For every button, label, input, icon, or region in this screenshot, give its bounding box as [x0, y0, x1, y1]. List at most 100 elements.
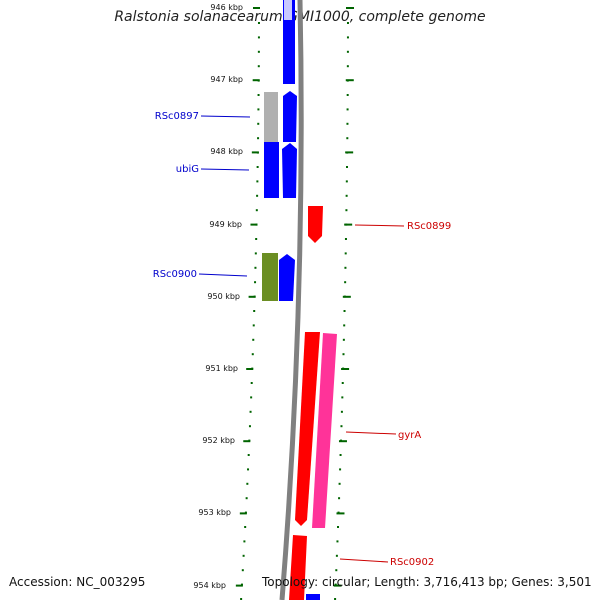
ring-dot: [346, 50, 349, 53]
major-tick: [250, 223, 258, 226]
tick-label: 952 kbp: [202, 436, 235, 445]
ring-dot: [243, 540, 246, 543]
gene-label-RSc0902[interactable]: RSc0902: [390, 557, 434, 568]
ring-dot: [346, 65, 349, 68]
major-tick: [235, 584, 243, 587]
ring-dot: [256, 194, 259, 197]
ring-dot: [344, 266, 347, 269]
gene-labels: RSc0897 ubiG RSc0899 RSc0900 gyrA RSc090…: [153, 111, 452, 568]
gene-label-ubiG[interactable]: ubiG: [176, 164, 199, 175]
ring-dot: [244, 526, 247, 528]
major-tick: [342, 295, 351, 298]
ring-dot: [337, 526, 340, 528]
feature-arrow[interactable]: [279, 254, 295, 301]
ring-dot: [257, 94, 260, 96]
leader-lines: [198, 115, 405, 563]
ring-dot: [343, 324, 346, 327]
major-tick: [341, 368, 350, 370]
major-tick: [246, 368, 254, 370]
ring-dot: [257, 65, 260, 68]
leader-line: [354, 224, 405, 227]
feature-arrow[interactable]: [312, 333, 337, 528]
major-tick: [248, 295, 256, 298]
tick-label: 946 kbp: [210, 3, 243, 12]
ring-dot: [254, 266, 257, 269]
ring-dot: [338, 497, 341, 500]
ring-dot: [334, 598, 337, 600]
feature-block[interactable]: [262, 253, 278, 301]
ring-dot: [346, 137, 349, 140]
ring-dot: [341, 382, 344, 384]
gene-label-RSc0899[interactable]: RSc0899: [407, 221, 451, 232]
gene-label-RSc0900[interactable]: RSc0900: [153, 269, 197, 280]
ring-dot: [346, 122, 349, 125]
ring-dot: [257, 108, 260, 111]
feature-block[interactable]: [264, 92, 278, 142]
ring-dot: [340, 410, 343, 413]
ring-dot: [246, 482, 249, 485]
feature-arrow[interactable]: [308, 206, 323, 243]
major-tick: [345, 151, 354, 154]
ring-dot: [343, 310, 346, 312]
ring-dot: [257, 50, 260, 53]
tick-label: 947 kbp: [210, 75, 243, 84]
ring-dot: [344, 281, 347, 284]
ring-dot: [247, 454, 250, 456]
major-tick: [336, 512, 345, 515]
feature-arrow[interactable]: [282, 143, 297, 198]
major-tick: [344, 223, 353, 226]
ring-dot: [254, 252, 257, 255]
major-tick: [252, 7, 260, 9]
accession-text: Accession: NC_003295: [9, 575, 146, 589]
ring-dot: [257, 36, 260, 39]
ring-dot: [250, 396, 253, 399]
feature-arrow[interactable]: [295, 332, 320, 526]
major-tick: [338, 440, 347, 443]
ring-dot: [249, 410, 252, 413]
ring-dot: [241, 569, 244, 572]
tick-label: 951 kbp: [205, 364, 238, 373]
ring-dot: [245, 497, 248, 500]
feature-block[interactable]: [283, 0, 295, 84]
ring-dot: [346, 22, 349, 24]
ring-dot: [240, 598, 243, 600]
tick-label: 950 kbp: [207, 292, 240, 301]
ring-dot: [255, 209, 258, 212]
features: [262, 0, 337, 600]
tick-labels: 946 kbp 947 kbp 948 kbp 949 kbp 950 kbp …: [193, 3, 243, 590]
major-tick: [252, 79, 260, 82]
ring-dot: [336, 540, 339, 543]
feature-block[interactable]: [284, 0, 292, 20]
ring-dot: [345, 209, 348, 212]
ring-dot: [346, 94, 349, 96]
ring-dot: [344, 238, 347, 240]
ring-dot: [252, 324, 255, 327]
leader-line: [198, 273, 248, 277]
ring-dot: [340, 425, 343, 428]
ring-dot: [257, 122, 260, 125]
ring-dot: [254, 281, 257, 284]
ring-dot: [247, 468, 250, 471]
ring-dot: [335, 569, 338, 572]
ring-dot: [335, 554, 338, 557]
ring-dot: [248, 425, 251, 428]
ring-dot: [253, 310, 256, 312]
topology-text: Topology: circular; Length: 3,716,413 bp…: [262, 575, 592, 589]
major-tick: [239, 512, 247, 515]
major-tick: [345, 79, 354, 82]
major-tick: [251, 151, 259, 154]
gene-label-gyrA[interactable]: gyrA: [398, 430, 421, 441]
feature-block[interactable]: [264, 142, 279, 198]
feature-arrow[interactable]: [283, 91, 297, 142]
gene-label-RSc0897[interactable]: RSc0897: [155, 111, 199, 122]
leader-line: [339, 558, 389, 563]
ring-dot: [339, 454, 342, 456]
tick-label: 948 kbp: [210, 147, 243, 156]
feature-block[interactable]: [306, 594, 320, 600]
ring-dot: [342, 353, 345, 356]
ring-dot: [339, 468, 342, 471]
ring-dot: [250, 382, 253, 384]
leader-line: [200, 168, 250, 171]
feature-arrow[interactable]: [289, 535, 307, 600]
